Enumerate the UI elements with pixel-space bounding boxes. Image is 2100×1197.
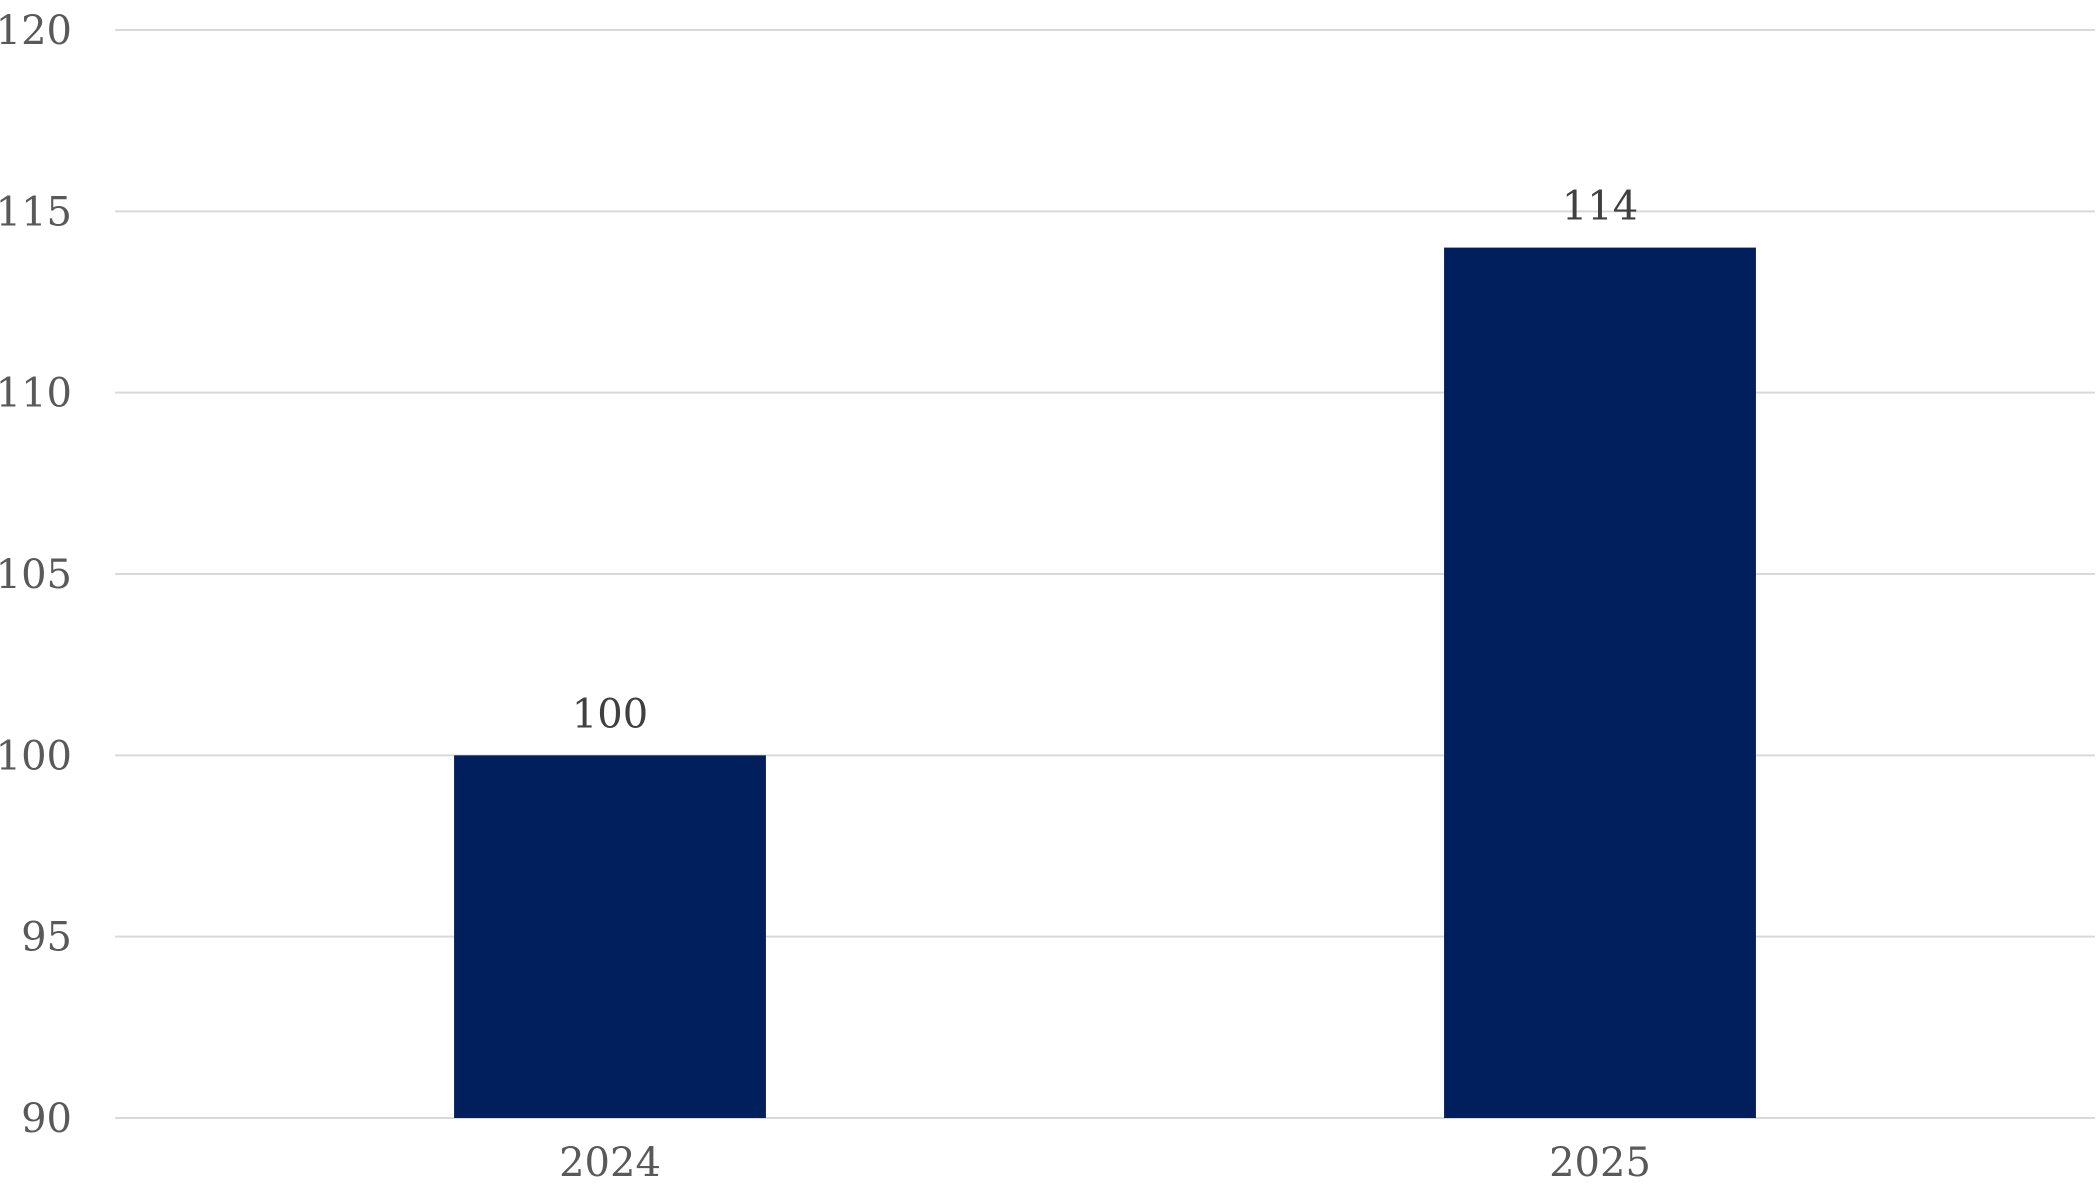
x-axis-tick-labels: 2024 2025 (559, 1140, 1651, 1186)
bar-value-label-2025: 114 (1562, 184, 1638, 230)
bar-2025 (1444, 247, 1756, 1119)
x-tick-label-2024: 2024 (559, 1140, 661, 1186)
bar-value-label-2024: 100 (572, 691, 648, 737)
y-tick-label: 90 (21, 1096, 72, 1142)
y-tick-label: 100 (0, 733, 72, 779)
y-tick-label: 115 (0, 189, 72, 235)
y-tick-label: 95 (21, 915, 72, 961)
bars (454, 247, 1756, 1119)
bar-2024 (454, 755, 766, 1118)
y-tick-label: 120 (0, 8, 72, 54)
y-tick-label: 105 (0, 552, 72, 598)
y-tick-label: 110 (0, 371, 72, 417)
x-tick-label-2025: 2025 (1549, 1140, 1651, 1186)
bar-data-labels: 100 114 (572, 184, 1638, 738)
gridlines (115, 29, 2095, 1119)
y-axis-tick-labels: 90 95 100 105 110 115 120 (0, 8, 72, 1142)
